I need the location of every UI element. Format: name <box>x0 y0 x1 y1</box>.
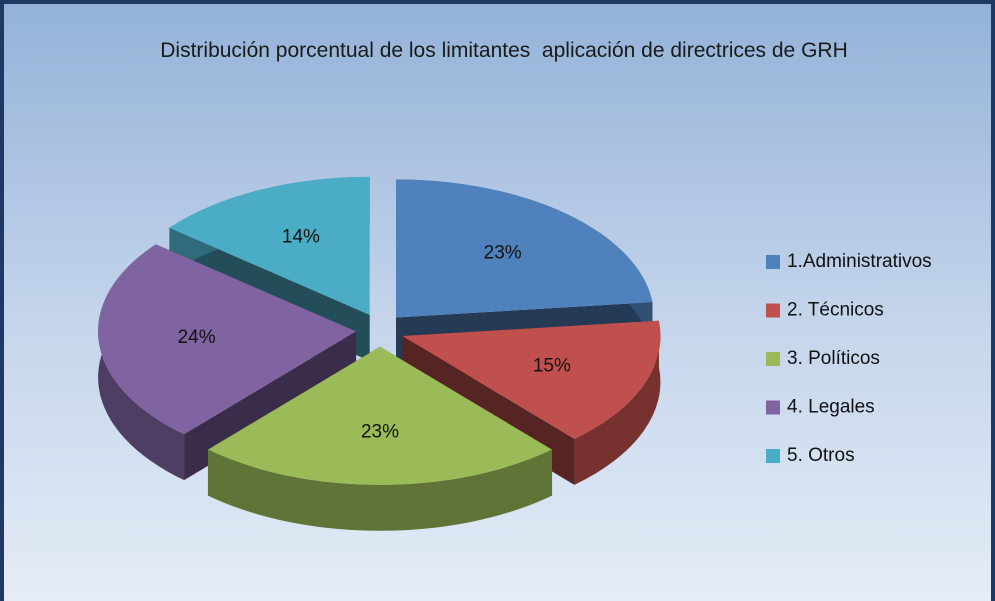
chart-title: Distribución porcentual de los limitante… <box>160 39 848 62</box>
legend-swatch <box>766 449 780 463</box>
data-label: 23% <box>361 421 399 442</box>
plot: 14% 23% 24% 15% 23% 1.Administrativos 2. Técni… <box>98 176 932 531</box>
data-label: 24% <box>178 327 216 348</box>
slice-wall <box>207 449 553 531</box>
legend-swatch <box>766 400 780 415</box>
legend-swatch <box>766 303 780 318</box>
data-label: 23% <box>484 243 522 264</box>
legend-label: 5. Otros <box>787 445 855 466</box>
legend-label: 2. Técnicos <box>787 300 884 321</box>
legend-label: 4. Legales <box>787 397 875 418</box>
slice <box>396 179 653 318</box>
data-label: 15% <box>533 356 571 377</box>
slice <box>207 346 553 485</box>
legend-label: 3. Políticos <box>787 348 880 369</box>
slice <box>98 244 357 435</box>
legend-swatch <box>766 255 780 269</box>
legend-swatch <box>766 352 780 366</box>
slice <box>402 320 661 439</box>
data-label: 14% <box>282 227 320 248</box>
legend-label: 1.Administrativos <box>787 251 932 272</box>
slice <box>169 176 370 315</box>
slice-wall <box>574 320 661 485</box>
